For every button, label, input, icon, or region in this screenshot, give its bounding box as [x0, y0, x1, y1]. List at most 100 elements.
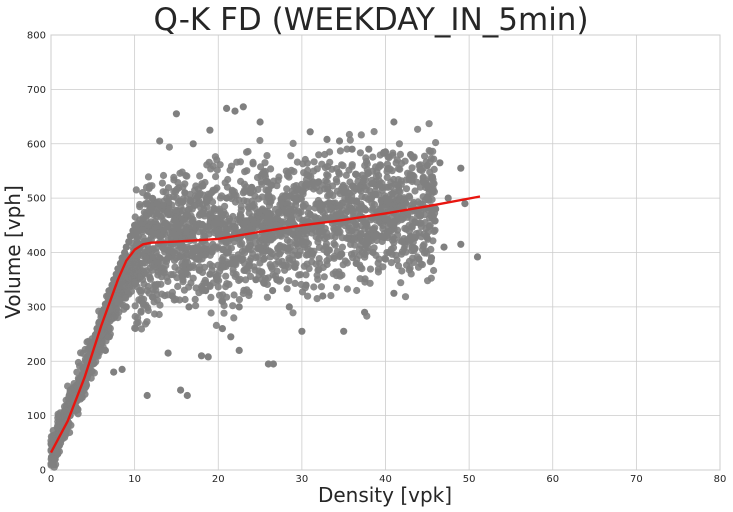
- scatter-point: [173, 274, 181, 282]
- y-tick-label: 700: [27, 85, 46, 96]
- scatter-point: [395, 140, 403, 148]
- scatter-point: [338, 250, 346, 258]
- scatter-point: [174, 282, 182, 290]
- scatter-point: [290, 260, 298, 268]
- x-axis-title: Density [vpk]: [318, 483, 452, 507]
- scatter-point: [215, 291, 224, 299]
- scatter-point: [114, 265, 122, 273]
- scatter-point: [235, 276, 243, 285]
- scatter-point: [217, 214, 226, 222]
- scatter-point: [121, 248, 129, 257]
- scatter-point: [300, 262, 308, 270]
- scatter-point: [174, 199, 182, 207]
- scatter-point: [185, 283, 193, 291]
- scatter-point: [210, 205, 218, 213]
- scatter-point: [335, 270, 344, 278]
- scatter-point: [246, 272, 255, 280]
- scatter-point: [365, 145, 373, 153]
- scatter-point: [261, 159, 269, 167]
- scatter-point: [461, 200, 469, 208]
- scatter-point: [146, 275, 155, 283]
- scatter-point: [364, 226, 372, 234]
- scatter-point: [287, 152, 295, 160]
- scatter-point: [277, 248, 285, 256]
- scatter-point: [218, 325, 226, 333]
- scatter-point: [346, 178, 354, 186]
- scatter-point: [358, 265, 366, 273]
- scatter-point: [193, 193, 202, 201]
- scatter-point: [285, 303, 293, 311]
- y-tick-label: 800: [27, 31, 46, 42]
- scatter-point: [243, 167, 251, 175]
- scatter-point: [329, 270, 337, 278]
- scatter-point: [51, 455, 59, 463]
- scatter-point: [289, 194, 298, 202]
- scatter-point: [375, 255, 383, 263]
- scatter-point: [263, 293, 271, 301]
- scatter-point: [310, 158, 318, 166]
- scatter-point: [147, 205, 155, 213]
- scatter-point: [425, 222, 433, 230]
- scatter-point: [264, 187, 272, 195]
- scatter-point: [179, 183, 187, 191]
- scatter-point: [440, 243, 448, 251]
- scatter-point: [179, 272, 187, 280]
- scatter-point: [201, 178, 209, 187]
- scatter-point: [172, 221, 180, 229]
- scatter-point: [278, 199, 286, 207]
- scatter-point: [342, 171, 350, 179]
- chart-title: Q-K FD (WEEKDAY_IN_5min): [153, 2, 588, 38]
- scatter-point: [407, 151, 415, 159]
- scatter-point: [201, 251, 209, 259]
- scatter-point: [407, 270, 415, 278]
- scatter-point: [274, 258, 283, 266]
- scatter-point: [304, 245, 312, 253]
- scatter-point: [408, 176, 416, 184]
- scatter-point: [306, 183, 315, 191]
- scatter-point: [270, 177, 278, 185]
- scatter-point: [185, 205, 193, 213]
- scatter-point: [352, 197, 360, 205]
- scatter-point: [402, 176, 410, 184]
- scatter-point: [236, 158, 244, 166]
- scatter-point: [281, 266, 289, 274]
- scatter-point: [239, 189, 247, 197]
- scatter-point: [424, 277, 432, 285]
- scatter-point: [64, 382, 72, 390]
- scatter-point: [181, 295, 189, 304]
- scatter-point: [384, 228, 392, 236]
- scatter-point: [182, 172, 190, 180]
- scatter-point: [320, 215, 328, 223]
- scatter-point: [191, 201, 199, 209]
- scatter-point: [322, 240, 331, 248]
- scatter-point: [238, 239, 246, 247]
- scatter-point: [141, 269, 149, 277]
- scatter-point: [343, 145, 351, 153]
- scatter-point: [252, 276, 260, 284]
- scatter-point: [266, 261, 274, 269]
- scatter-point: [336, 147, 344, 155]
- scatter-point: [273, 276, 281, 284]
- scatter-point: [369, 248, 377, 257]
- scatter-point: [299, 202, 308, 211]
- scatter-point: [419, 193, 427, 201]
- scatter-point: [116, 289, 124, 297]
- scatter-point: [187, 196, 195, 204]
- scatter-point: [380, 215, 388, 223]
- scatter-point: [206, 251, 214, 259]
- scatter-point: [216, 161, 224, 169]
- scatter-point: [430, 227, 438, 235]
- x-tick-label: 70: [630, 474, 643, 485]
- scatter-point: [239, 103, 247, 111]
- scatter-point: [122, 243, 130, 251]
- scatter-point: [408, 223, 416, 231]
- scatter-point: [248, 197, 256, 205]
- scatter-point: [407, 232, 415, 240]
- scatter-point: [397, 279, 405, 287]
- scatter-point: [310, 167, 318, 175]
- scatter-point: [152, 199, 160, 208]
- scatter-point: [154, 205, 162, 214]
- scatter-point: [227, 333, 235, 341]
- y-tick-label: 100: [27, 411, 46, 422]
- scatter-point: [158, 212, 166, 220]
